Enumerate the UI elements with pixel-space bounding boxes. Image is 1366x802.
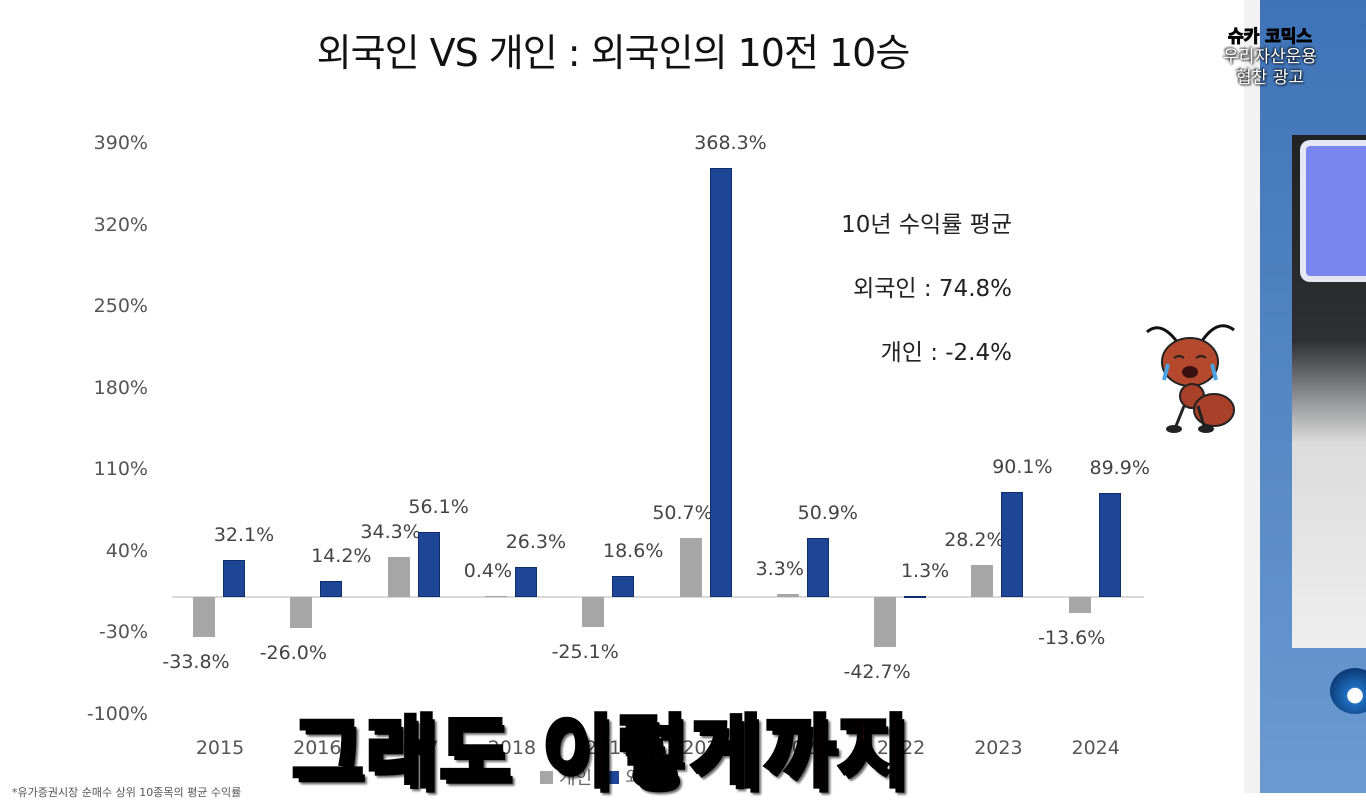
bar-individual-2017: [387, 557, 410, 598]
data-label: 26.3%: [505, 530, 567, 553]
bar-individual-2022: [874, 597, 897, 648]
slide-edge: [1244, 0, 1260, 793]
data-label: 0.4%: [463, 559, 513, 582]
data-label: 32.1%: [213, 524, 275, 547]
data-label: 1.3%: [900, 559, 950, 582]
average-individual: 개인 : -2.4%: [880, 340, 1012, 366]
y-tick-label: 320%: [93, 213, 148, 236]
x-tick-label: 2020: [682, 737, 731, 759]
crying-ant-icon: [1146, 324, 1235, 433]
chart-title: 외국인 VS 개인 : 외국인의 10전 10승: [316, 31, 911, 75]
bar-foreign-2022: [904, 595, 927, 598]
sponsor-badge: 슈카 코믹스 우리자산운용 협찬 광고: [1200, 22, 1340, 89]
video-caption: 그래도 이렇게까지: [290, 706, 912, 800]
legend-swatch-foreign: [606, 770, 620, 784]
data-label: -13.6%: [1038, 627, 1106, 650]
data-label: 3.3%: [755, 557, 804, 580]
bar-individual-2015: [193, 597, 215, 637]
average-return-box: 10년 수익률 평균 외국인 : 74.8% 개인 : -2.4%: [841, 205, 1012, 397]
bar-individual-2016: [290, 597, 313, 628]
legend-swatch-individual: [540, 770, 553, 784]
bar-individual-2021: [776, 593, 799, 598]
x-tick-label: 2016: [293, 737, 342, 759]
bar-individual-2018: [484, 595, 507, 598]
data-label: 18.6%: [603, 539, 664, 562]
bar-individual-2019: [582, 597, 605, 627]
channel-logo-icon: [1330, 668, 1366, 714]
data-label: 28.2%: [944, 528, 1005, 551]
bar-foreign-2019: [612, 575, 635, 598]
data-label: 50.9%: [797, 502, 858, 525]
x-tick-label: 2021: [779, 737, 828, 759]
legend-label-individual: 개인: [559, 768, 593, 789]
y-tick-label: 390%: [93, 132, 148, 154]
legend-label-foreign: 외국인: [625, 768, 675, 789]
y-tick-label: 110%: [93, 458, 148, 481]
bar-foreign-2018: [514, 566, 537, 598]
sponsor-logo: 슈카 코믹스: [1227, 27, 1313, 48]
bar-individual-2020: [679, 538, 702, 598]
sponsor-line-1: 우리자산운용: [1223, 47, 1317, 67]
bar-foreign-2023: [1001, 492, 1024, 598]
bar-foreign-2017: [417, 532, 440, 598]
bar-foreign-2016: [320, 580, 343, 598]
data-label: 34.3%: [360, 521, 421, 544]
data-label: 14.2%: [311, 544, 372, 567]
x-tick-label: 2017: [390, 737, 439, 759]
data-label: -42.7%: [843, 661, 911, 684]
bar-individual-2024: [1068, 597, 1091, 614]
data-label: 368.3%: [694, 132, 767, 155]
x-tick-label: 2022: [876, 737, 926, 759]
footnote: *유가증권시장 순매수 상위 10종목의 평균 수익률: [12, 786, 242, 799]
data-label: -26.0%: [259, 641, 327, 664]
y-tick-label: 250%: [93, 295, 148, 318]
data-label: 56.1%: [408, 496, 469, 519]
chart-slide: 외국인 VS 개인 : 외국인의 10전 10승 390% 320% 250% 180…: [12, 31, 1235, 799]
data-label: 50.7%: [652, 502, 713, 525]
x-tick-label: 2015: [195, 737, 245, 759]
x-tick-label: 2018: [487, 737, 537, 759]
zero-baseline: [172, 596, 1144, 599]
studio-sign: [1300, 140, 1366, 282]
bar-individual-2023: [971, 564, 994, 598]
bar-foreign-2020: [709, 168, 732, 598]
data-label: 90.1%: [992, 456, 1053, 479]
x-tick-label: 2024: [1071, 737, 1120, 759]
bar-foreign-2024: [1098, 492, 1121, 598]
y-tick-label: -30%: [98, 621, 148, 644]
data-label: -33.8%: [162, 650, 230, 673]
average-foreign: 외국인 : 74.8%: [853, 276, 1012, 302]
bar-foreign-2021: [806, 538, 829, 598]
data-label: 89.9%: [1089, 456, 1150, 479]
x-tick-label: 2023: [974, 737, 1023, 759]
y-tick-label: 40%: [105, 539, 148, 562]
y-tick-label: -100%: [86, 703, 148, 725]
y-tick-label: 180%: [93, 376, 148, 399]
data-label: -25.1%: [551, 640, 619, 663]
bar-foreign-2015: [223, 560, 245, 598]
x-tick-label: 2019: [585, 737, 634, 759]
average-heading: 10년 수익률 평균: [841, 212, 1012, 238]
legend: 개인 외국인: [540, 764, 675, 790]
sponsor-line-2: 협찬 광고: [1236, 68, 1304, 88]
